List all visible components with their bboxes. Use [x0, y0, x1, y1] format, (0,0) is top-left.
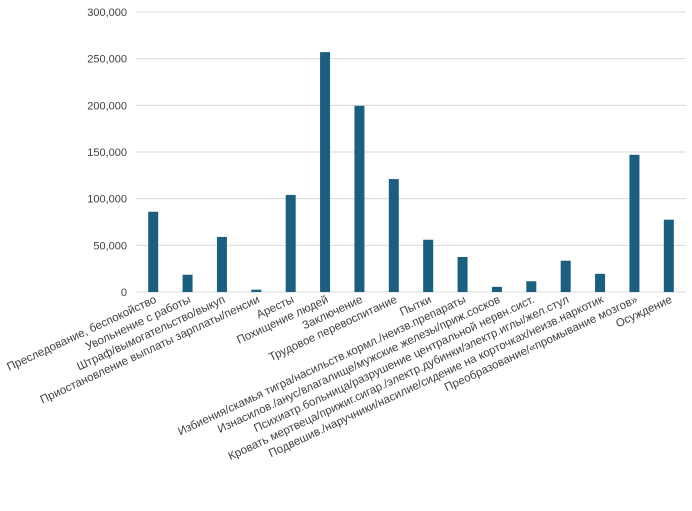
- bar: [560, 260, 571, 292]
- bar: [320, 52, 331, 293]
- bar: [182, 274, 193, 292]
- bar: [216, 236, 227, 292]
- bar: [148, 211, 159, 292]
- bar: [457, 257, 468, 292]
- y-tick-label: 150,000: [87, 147, 127, 159]
- y-tick-label: 200,000: [87, 100, 127, 112]
- bars: [148, 52, 674, 293]
- y-axis-tick-labels: 0 50,000 100,000 150,000 200,000 250,000 300,0…: [87, 7, 127, 299]
- bar: [354, 105, 365, 292]
- y-tick-label: 0: [121, 287, 127, 299]
- y-tick-label: 100,000: [87, 194, 127, 206]
- y-tick-label: 50,000: [93, 240, 127, 252]
- bar: [423, 239, 434, 292]
- bar: [663, 219, 674, 292]
- y-tick-label: 250,000: [87, 54, 127, 66]
- bar: [526, 281, 537, 292]
- bar: [251, 289, 262, 292]
- bar: [629, 154, 640, 292]
- bar: [491, 286, 502, 292]
- bar: [595, 273, 606, 292]
- bar: [388, 179, 399, 292]
- y-tick-label: 300,000: [87, 7, 127, 19]
- bar: [285, 194, 296, 292]
- gridlines: [136, 11, 686, 293]
